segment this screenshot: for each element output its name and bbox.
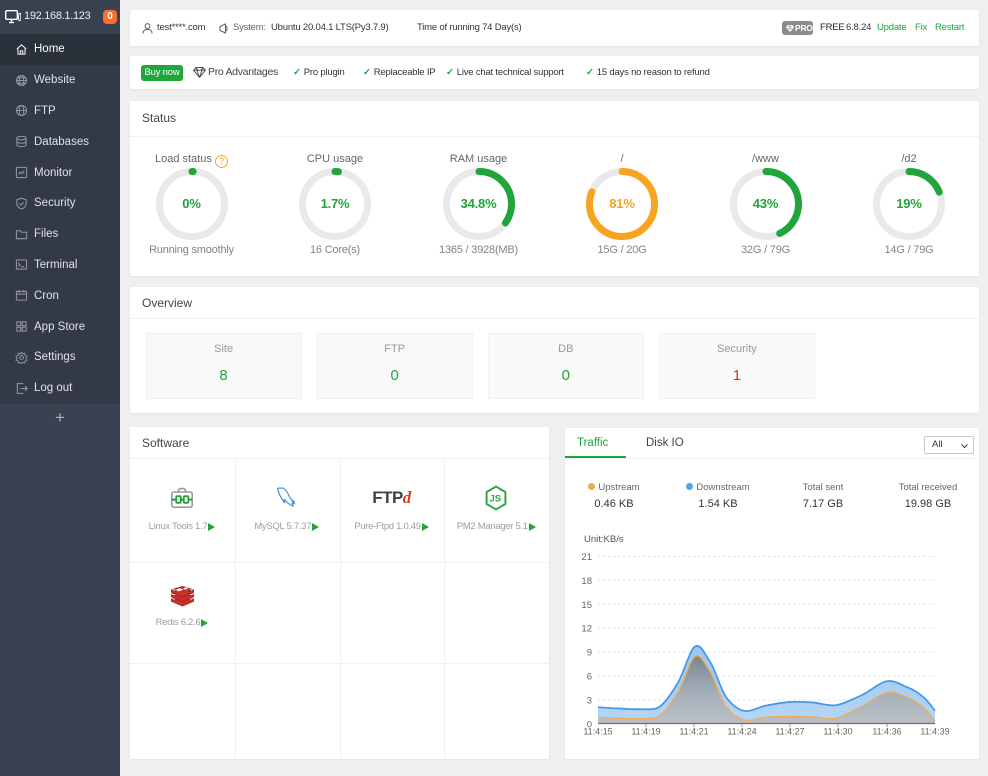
- svg-text:21: 21: [581, 552, 592, 563]
- svg-text:11:4:39: 11:4:39: [920, 727, 949, 737]
- svg-text:3: 3: [587, 696, 592, 707]
- svg-text:0: 0: [587, 720, 592, 731]
- svg-text:11:4:21: 11:4:21: [679, 727, 708, 737]
- svg-text:11:4:36: 11:4:36: [872, 727, 901, 737]
- svg-text:12: 12: [581, 624, 592, 635]
- svg-text:11:4:15: 11:4:15: [583, 727, 612, 737]
- svg-text:11:4:19: 11:4:19: [631, 727, 660, 737]
- svg-text:15: 15: [581, 600, 592, 611]
- svg-text:6: 6: [587, 672, 592, 683]
- svg-text:11:4:24: 11:4:24: [727, 727, 756, 737]
- svg-text:18: 18: [581, 576, 592, 587]
- svg-text:JS: JS: [490, 494, 502, 505]
- svg-text:11:4:27: 11:4:27: [775, 727, 804, 737]
- svg-text:9: 9: [587, 648, 592, 659]
- svg-text:11:4:30: 11:4:30: [823, 727, 852, 737]
